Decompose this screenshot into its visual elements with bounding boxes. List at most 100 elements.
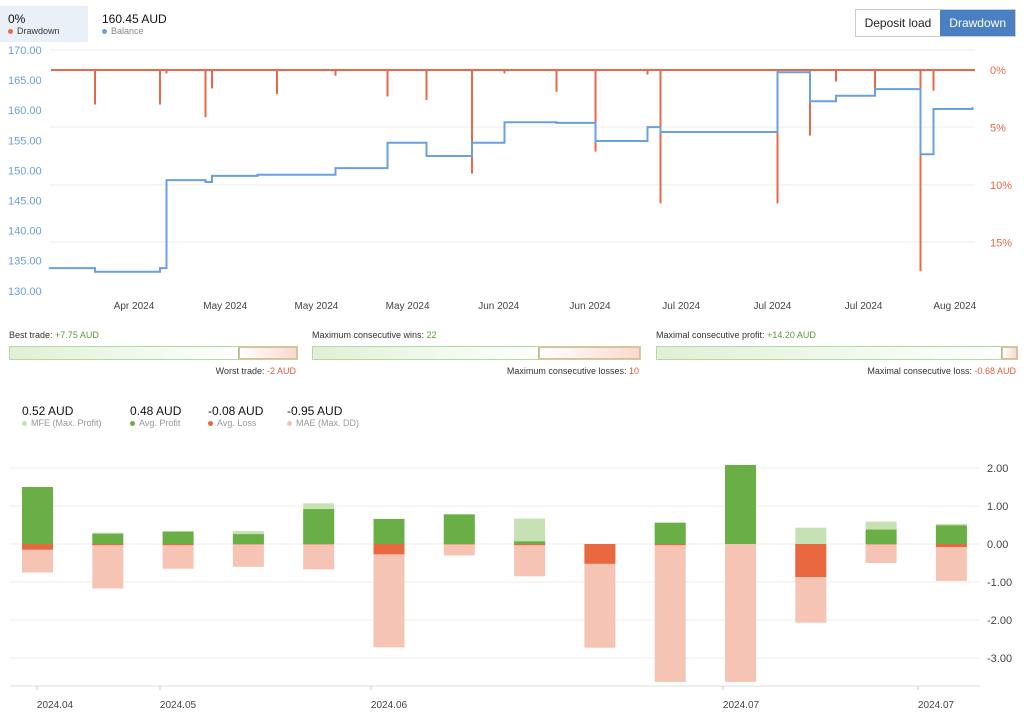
profit-bar (22, 487, 53, 544)
mae-bar (22, 544, 53, 573)
mae-bar (654, 544, 686, 682)
stat-ratio-bar (656, 346, 1018, 360)
stat-ratio-bar (312, 346, 641, 360)
loss-bar (162, 544, 194, 546)
x-tick-label: 2024.07 (918, 700, 955, 711)
y-tick-label: 170.00 (8, 45, 42, 57)
profit-bar (725, 464, 756, 544)
mae-bar (935, 544, 967, 581)
mfe-bar (92, 532, 124, 544)
mfe-bar (654, 522, 686, 544)
mae-bar (584, 544, 616, 648)
loss-bar (584, 544, 616, 564)
metric-dot-icon (208, 420, 213, 426)
mfe-bar (162, 531, 194, 544)
balance-value: 160.45 AUD (102, 12, 167, 26)
balance-point (932, 108, 935, 110)
profit-bar (514, 541, 546, 544)
mfe-bar (22, 487, 53, 544)
stat-bottom-2: Maximal consecutive loss: -0.68 AUD (656, 366, 1016, 376)
mae-bar (443, 544, 475, 556)
drawdown-dot-icon (8, 28, 13, 34)
drawdown-legend[interactable]: 0% Drawdown (0, 6, 88, 42)
stat-value: -2 AUD (266, 366, 296, 376)
mfe-bar (303, 503, 335, 544)
balance-point (211, 175, 213, 177)
drawdown-value: 0% (8, 12, 26, 26)
x-tick-label: Jul 2024 (753, 301, 791, 312)
balance-point (256, 173, 259, 176)
profit-bar (92, 533, 124, 544)
positive-fill (10, 347, 240, 359)
negative-fill (239, 347, 297, 359)
mfe-bar (865, 521, 897, 544)
x-tick-label: 2024.07 (723, 700, 760, 711)
negative-fill (538, 347, 640, 359)
stat-value: -0.68 AUD (974, 366, 1016, 376)
stat-value: 10 (628, 366, 639, 376)
x-tick-label: 2024.04 (37, 700, 74, 711)
metric-3: -0.95 AUD MAE (Max. DD) (287, 404, 359, 428)
balance-line (49, 71, 974, 273)
x-tick-label: May 2024 (386, 301, 430, 312)
y-tick-label: -2.00 (987, 615, 1012, 627)
mfe-bar (232, 531, 264, 544)
stat-label: Best trade: (9, 330, 53, 340)
balance-point (919, 153, 922, 156)
balance-point (165, 179, 168, 181)
balance-point (503, 121, 506, 124)
loss-bar (92, 544, 124, 546)
loss-bar (935, 544, 967, 548)
loss-bar (22, 544, 53, 550)
positive-fill (657, 347, 1002, 359)
balance-point (386, 141, 389, 144)
y2-tick-label: 10% (990, 180, 1012, 192)
y-tick-label: 2.00 (987, 463, 1008, 475)
profit-bar (162, 531, 194, 544)
x-tick-label: May 2024 (294, 301, 338, 312)
y2-tick-label: 15% (990, 238, 1012, 250)
stat-label: Maximum consecutive losses: (506, 366, 627, 376)
y-tick-label: -1.00 (987, 577, 1012, 589)
mae-bar (795, 544, 827, 623)
profit-bar (443, 514, 475, 544)
balance-legend[interactable]: 160.45 AUD Balance (102, 6, 167, 36)
x-tick-label: Aug 2024 (933, 301, 976, 312)
x-tick-label: Jun 2024 (478, 301, 520, 312)
mae-bar (303, 544, 335, 570)
metric-0: 0.52 AUD MFE (Max. Profit) (22, 404, 102, 428)
mfe-bar (725, 464, 756, 544)
x-tick-label: May 2024 (203, 301, 247, 312)
metric-value: -0.08 AUD (208, 404, 264, 418)
balance-point (971, 106, 974, 109)
profit-bar (373, 518, 405, 544)
loss-bar (373, 544, 405, 555)
mae-bar (865, 544, 897, 563)
chart-mode-toggle: Deposit load Drawdown (854, 9, 1016, 37)
drawdown-button[interactable]: Drawdown (940, 10, 1015, 36)
loss-bar (795, 544, 827, 578)
stat-bottom-1: Maximum consecutive losses: 10 (312, 366, 639, 376)
y-tick-label: 150.00 (8, 165, 42, 177)
positive-fill (313, 347, 539, 359)
stat-label: Maximal consecutive profit: (656, 330, 765, 340)
mae-bar (92, 544, 124, 589)
metric-label: MFE (Max. Profit) (31, 418, 102, 428)
balance-point (646, 126, 649, 128)
deposit-load-button[interactable]: Deposit load (855, 10, 941, 36)
stat-top-0: Best trade: +7.75 AUD (9, 330, 99, 340)
y-tick-label: 130.00 (8, 286, 42, 298)
x-tick-label: Jul 2024 (662, 301, 700, 312)
balance-point (204, 181, 207, 183)
metric-label: MAE (Max. DD) (296, 418, 359, 428)
balance-drawdown-chart: 170.00 165.00 160.00 155.00 150.00 145.00 140.… (8, 45, 1012, 312)
x-tick-label: 2024.06 (371, 700, 408, 711)
stat-bottom-0: Worst trade: -2 AUD (9, 366, 296, 376)
balance-point (874, 88, 876, 90)
metric-value: 0.48 AUD (130, 404, 182, 418)
stat-label: Worst trade: (215, 366, 265, 376)
metric-dot-icon (287, 420, 292, 426)
balance-dot-icon (102, 28, 107, 34)
balance-label: Balance (111, 26, 144, 36)
balance-point (48, 267, 51, 269)
